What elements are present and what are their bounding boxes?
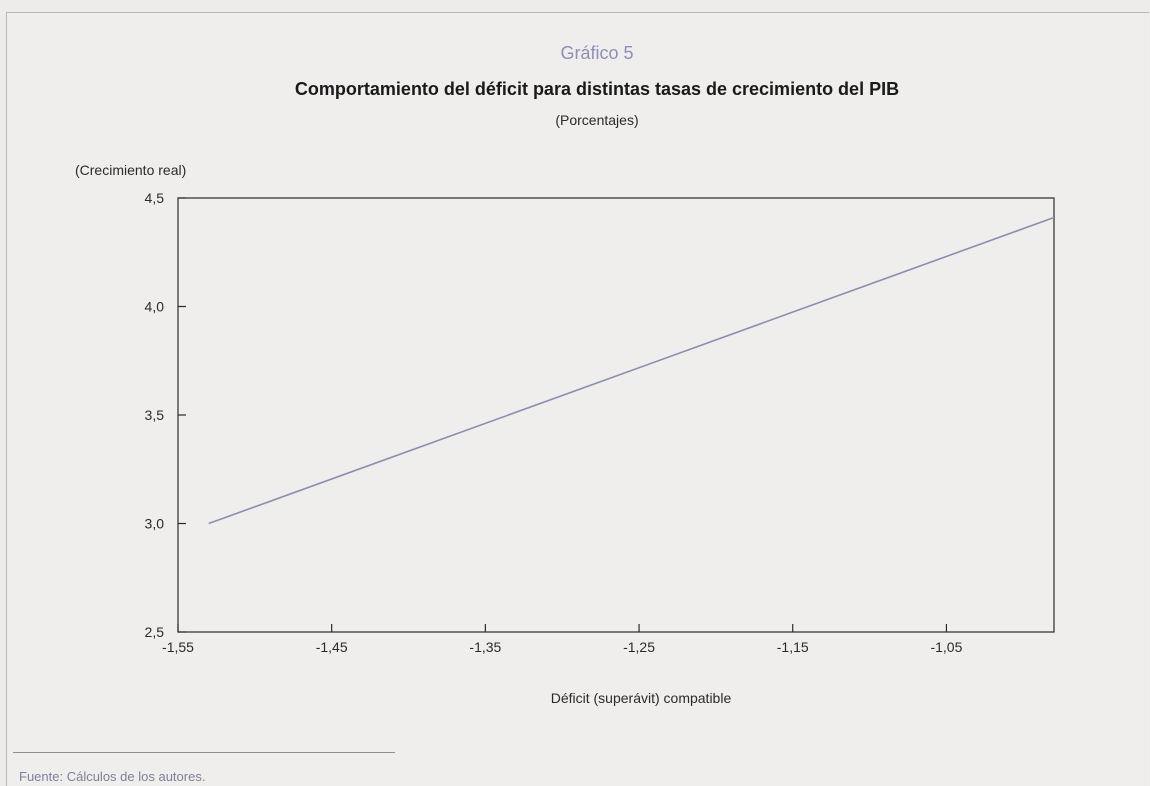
series-line	[208, 216, 1055, 525]
plot-area	[177, 197, 1055, 633]
y-tick-label: 4,0	[145, 299, 165, 315]
y-tick-label: 4,5	[145, 190, 165, 206]
chart-subtitle: (Porcentajes)	[555, 112, 638, 128]
y-tick-label: 2,5	[145, 624, 165, 640]
series-layer	[208, 216, 1055, 525]
y-axis-label: (Crecimiento real)	[75, 162, 186, 178]
y-tick-label: 3,5	[145, 407, 165, 423]
chart-panel: Gráfico 5 Comportamiento del déficit par…	[6, 12, 1149, 786]
chart-supertitle: Gráfico 5	[560, 43, 633, 63]
x-tick-label: -1,35	[469, 639, 501, 655]
x-axis-label: Déficit (superávit) compatible	[551, 690, 732, 706]
chart: Gráfico 5 Comportamiento del déficit par…	[75, 43, 1055, 706]
y-tick-label: 3,0	[145, 516, 165, 532]
source-divider	[13, 752, 395, 753]
tick-layer: -1,55 -1,45 -1,35 -1,25 -1,15 -1,05 2,5 3,0 3,5 4…	[145, 190, 963, 655]
chart-title: Comportamiento del déficit para distinta…	[295, 79, 899, 99]
x-tick-label: -1,45	[316, 639, 348, 655]
x-tick-label: -1,55	[162, 639, 194, 655]
x-tick-label: -1,05	[930, 639, 962, 655]
source-note: Fuente: Cálculos de los autores.	[19, 769, 206, 784]
x-tick-label: -1,25	[623, 639, 655, 655]
x-tick-label: -1,15	[777, 639, 809, 655]
